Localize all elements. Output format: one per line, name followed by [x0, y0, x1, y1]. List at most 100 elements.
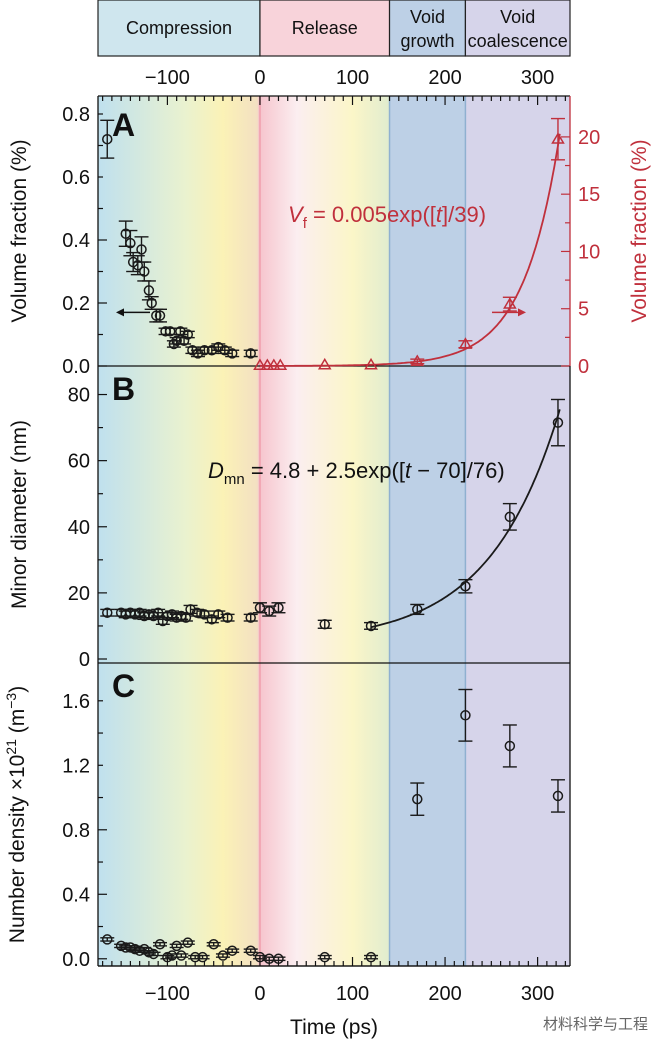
y-tick-label: 40	[68, 517, 90, 539]
data-point	[260, 358, 275, 371]
triangle-marker	[364, 357, 378, 370]
phase-header-box	[259, 0, 391, 57]
phase-header-compression: Compression	[97, 0, 261, 57]
circle-marker	[136, 244, 147, 255]
data-point	[273, 358, 288, 371]
y-tick-label: 0.4	[62, 230, 90, 252]
data-point	[243, 612, 258, 623]
triangle-marker	[551, 132, 565, 144]
circle-marker	[263, 605, 275, 617]
data-point	[169, 940, 184, 952]
phase-band-compression-release	[98, 96, 390, 966]
circle-marker	[217, 950, 229, 961]
y2-tick-label: 0	[578, 356, 589, 378]
data-point	[215, 950, 230, 961]
y-tick-label: 20	[68, 583, 90, 605]
circle-marker	[143, 285, 155, 296]
right-axis-arrowhead	[518, 308, 526, 317]
y-tick-label: 0.8	[62, 820, 90, 842]
phase-label: Void	[410, 7, 445, 27]
data-point	[317, 619, 332, 630]
time-axis-title: Time (ps)	[290, 1016, 378, 1039]
data-point	[190, 607, 205, 618]
y-tick-label: 0	[79, 649, 90, 671]
data-point	[267, 358, 281, 371]
circle-marker	[504, 511, 516, 523]
data-point	[174, 950, 189, 961]
data-point	[502, 502, 517, 531]
triangle-marker	[260, 358, 275, 371]
circle-marker	[151, 310, 162, 321]
triangle-marker	[273, 358, 288, 371]
circle-marker	[245, 945, 256, 956]
data-point	[153, 939, 168, 950]
data-point	[180, 937, 195, 948]
y2-tick-label: 5	[578, 299, 589, 321]
data-point	[243, 348, 258, 359]
phase-band-void-coalescence	[465, 96, 570, 966]
data-point	[197, 609, 212, 620]
circle-marker	[171, 940, 182, 952]
phase-label: growth	[400, 31, 454, 51]
watermark: 材料科学与工程	[542, 1015, 648, 1033]
top-tick-label: 200	[428, 67, 461, 89]
circle-marker	[182, 329, 194, 340]
circle-marker	[148, 948, 159, 960]
data-point	[146, 948, 161, 960]
circle-marker	[319, 619, 330, 630]
phase-band-void-growth	[389, 96, 466, 966]
left-axis-arrowhead	[116, 308, 124, 317]
triangle-marker	[253, 358, 267, 371]
circle-marker	[208, 939, 219, 950]
y-tick-label: 0.0	[62, 949, 90, 971]
phase-background	[98, 96, 570, 966]
data-point	[153, 308, 168, 323]
bottom-tick-label: 100	[336, 983, 369, 1005]
circle-marker	[102, 934, 113, 945]
phase-header-box	[97, 0, 261, 57]
phase-header-box	[464, 0, 571, 57]
circle-marker	[164, 326, 176, 337]
y-axis-title: Volume fraction (%)	[8, 139, 31, 322]
y-tick-label: 60	[68, 451, 90, 473]
circle-marker	[182, 937, 194, 948]
data-point	[458, 688, 473, 742]
panel-letter: C	[112, 668, 135, 704]
panel-b: 0 20 40 60 80 Minor diameter (nm) B Dmn = 4.8 +…	[8, 366, 571, 671]
phase-header-void-coalescence: Void coalescence	[464, 0, 571, 57]
bottom-tick-label: −100	[145, 983, 190, 1005]
circle-marker	[273, 602, 284, 614]
phase-header-void-growth: Void growth	[388, 0, 467, 57]
circle-marker	[460, 710, 471, 721]
circle-marker	[102, 133, 113, 145]
circle-marker	[171, 335, 182, 347]
circle-marker	[199, 609, 210, 620]
circle-marker	[139, 266, 150, 277]
circle-marker	[226, 945, 238, 956]
triangle-marker	[458, 337, 473, 349]
circle-marker	[206, 614, 218, 625]
panel-letter: A	[112, 107, 135, 143]
y-tick-label: 0.2	[62, 293, 90, 315]
data-point	[100, 119, 115, 159]
y-tick-label: 0.6	[62, 167, 90, 189]
circle-marker	[365, 620, 377, 632]
y2-axis-title: Volume fraction (%)	[628, 139, 651, 322]
phase-label: Compression	[126, 18, 232, 38]
data-point	[550, 117, 565, 161]
top-tick-label: 0	[254, 67, 265, 89]
data-point	[130, 255, 145, 276]
data-point	[225, 945, 240, 956]
data-point	[502, 296, 517, 312]
circle-marker	[245, 612, 256, 623]
circle-marker	[197, 951, 208, 963]
circle-marker	[254, 602, 266, 614]
bottom-tick-label: 300	[521, 983, 554, 1005]
data-point	[458, 578, 473, 594]
circle-marker	[132, 259, 144, 271]
circle-marker	[102, 607, 113, 618]
panel-c: 0.0 0.4 0.8 1.2 1.6 Number density ×1021 (m−3…	[3, 663, 571, 971]
data-point	[550, 779, 565, 813]
data-point	[220, 612, 235, 623]
fit-equation: Dmn = 4.8 + 2.5exp([t − 70]/76)	[208, 458, 505, 488]
